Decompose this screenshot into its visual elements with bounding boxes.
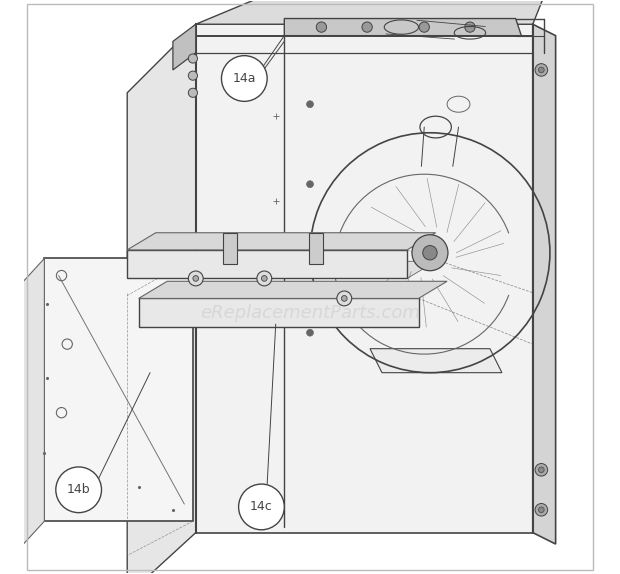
Circle shape <box>539 467 544 472</box>
Circle shape <box>306 261 314 267</box>
Polygon shape <box>309 232 322 264</box>
Polygon shape <box>13 258 45 556</box>
Polygon shape <box>139 281 447 298</box>
Circle shape <box>535 503 547 516</box>
Circle shape <box>535 464 547 476</box>
Circle shape <box>262 276 267 281</box>
Polygon shape <box>196 0 544 24</box>
Polygon shape <box>196 24 533 533</box>
Text: 14b: 14b <box>67 483 91 497</box>
Polygon shape <box>533 24 556 544</box>
Polygon shape <box>139 298 419 327</box>
Circle shape <box>188 54 197 63</box>
Circle shape <box>419 22 430 32</box>
Circle shape <box>221 56 267 102</box>
Circle shape <box>316 22 327 32</box>
Polygon shape <box>173 24 196 70</box>
Text: eReplacementParts.com: eReplacementParts.com <box>200 304 420 321</box>
Text: 14a: 14a <box>232 72 256 85</box>
Polygon shape <box>127 232 436 250</box>
Circle shape <box>239 484 285 530</box>
Circle shape <box>188 88 197 98</box>
Polygon shape <box>370 348 502 373</box>
Circle shape <box>257 271 272 286</box>
Circle shape <box>306 101 314 108</box>
Circle shape <box>193 276 198 281</box>
Circle shape <box>306 181 314 188</box>
Circle shape <box>412 235 448 271</box>
Circle shape <box>423 246 437 260</box>
Circle shape <box>465 22 475 32</box>
Circle shape <box>362 22 372 32</box>
Circle shape <box>539 507 544 513</box>
Circle shape <box>306 329 314 336</box>
Polygon shape <box>127 250 407 278</box>
Circle shape <box>56 467 102 513</box>
Polygon shape <box>127 261 436 278</box>
Polygon shape <box>223 232 237 264</box>
Text: 14c: 14c <box>250 501 273 513</box>
Polygon shape <box>127 24 196 574</box>
Circle shape <box>337 291 352 306</box>
Circle shape <box>539 67 544 73</box>
Circle shape <box>342 296 347 301</box>
Circle shape <box>188 71 197 80</box>
Polygon shape <box>285 18 521 36</box>
Circle shape <box>535 64 547 76</box>
Circle shape <box>188 271 203 286</box>
Polygon shape <box>45 258 193 521</box>
